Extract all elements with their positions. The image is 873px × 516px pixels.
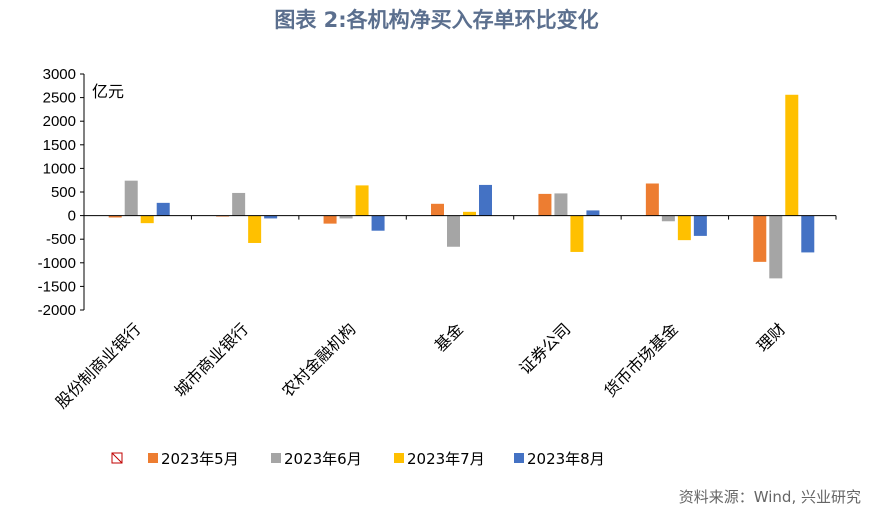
bar: [140, 215, 154, 224]
y-tick-label: -1000: [38, 255, 76, 272]
y-axis-unit-label: 亿元: [92, 82, 124, 101]
legend-empty-marker-hatch: [111, 452, 123, 464]
legend-label: 2023年7月: [407, 450, 485, 468]
bar: [801, 215, 815, 253]
bar: [339, 215, 353, 219]
y-tick-label: 500: [51, 184, 76, 201]
y-tick-label: 3000: [43, 66, 76, 83]
bar: [124, 180, 138, 216]
source-note: 资料来源：Wind, 兴业研究: [678, 488, 861, 506]
bar: [538, 193, 552, 216]
y-tick-label: 2000: [43, 113, 76, 130]
x-category-label: 证券公司: [516, 319, 575, 378]
bar: [463, 211, 476, 216]
legend-swatch: [271, 453, 281, 463]
bar: [677, 215, 691, 241]
bar: [785, 94, 799, 216]
bar: [769, 215, 783, 279]
bar: [323, 215, 337, 224]
x-category-label: 货币市场基金: [600, 319, 681, 400]
bar: [586, 210, 600, 216]
bar: [693, 215, 707, 236]
legend-label: 2023年6月: [284, 450, 362, 468]
legend: 2023年5月 2023年6月 2023年7月 2023年8月: [111, 450, 605, 468]
bar: [645, 183, 659, 216]
x-category-label: 农村金融机构: [278, 319, 359, 400]
x-category-label: 理财: [753, 319, 789, 355]
bar: [753, 215, 767, 262]
y-tick-label: 2500: [43, 90, 76, 107]
bar: [232, 192, 246, 216]
y-tick-label: -1500: [38, 278, 76, 295]
bars: [108, 94, 815, 279]
bar: [479, 184, 492, 216]
y-tick-label: 1000: [43, 160, 76, 177]
legend-swatch: [148, 453, 158, 463]
bar: [248, 215, 262, 243]
y-axis: -2000 -1500 -1000 -500 0 500 1000 1500 2000 2500 3…: [38, 66, 85, 319]
bar: [447, 215, 460, 247]
bar: [108, 215, 122, 218]
x-category-label: 股份制商业银行: [52, 319, 145, 412]
bar: [156, 202, 170, 216]
y-tick-label: -2000: [38, 302, 76, 319]
legend-swatch: [394, 453, 404, 463]
legend-swatch: [514, 453, 524, 463]
bar: [371, 215, 385, 231]
y-tick-label: 0: [68, 208, 76, 225]
x-category-label: 城市商业银行: [171, 319, 252, 400]
bar: [264, 215, 278, 219]
y-tick-label: 1500: [43, 137, 76, 154]
bar: [431, 203, 444, 216]
x-category-label: 基金: [431, 319, 467, 355]
bar: [661, 215, 675, 222]
legend-label: 2023年8月: [527, 450, 605, 468]
y-tick-label: -500: [46, 231, 76, 248]
bar: [355, 185, 369, 216]
bar: [570, 215, 584, 252]
legend-label: 2023年5月: [161, 450, 239, 468]
legend-empty-marker: [111, 452, 123, 464]
x-axis: 股份制商业银行 城市商业银行 农村金融机构 基金 证券公司 货币市场基金 理财: [52, 215, 837, 412]
bar: [554, 193, 568, 216]
chart-title: 图表 2:各机构净买入存单环比变化: [274, 8, 599, 32]
